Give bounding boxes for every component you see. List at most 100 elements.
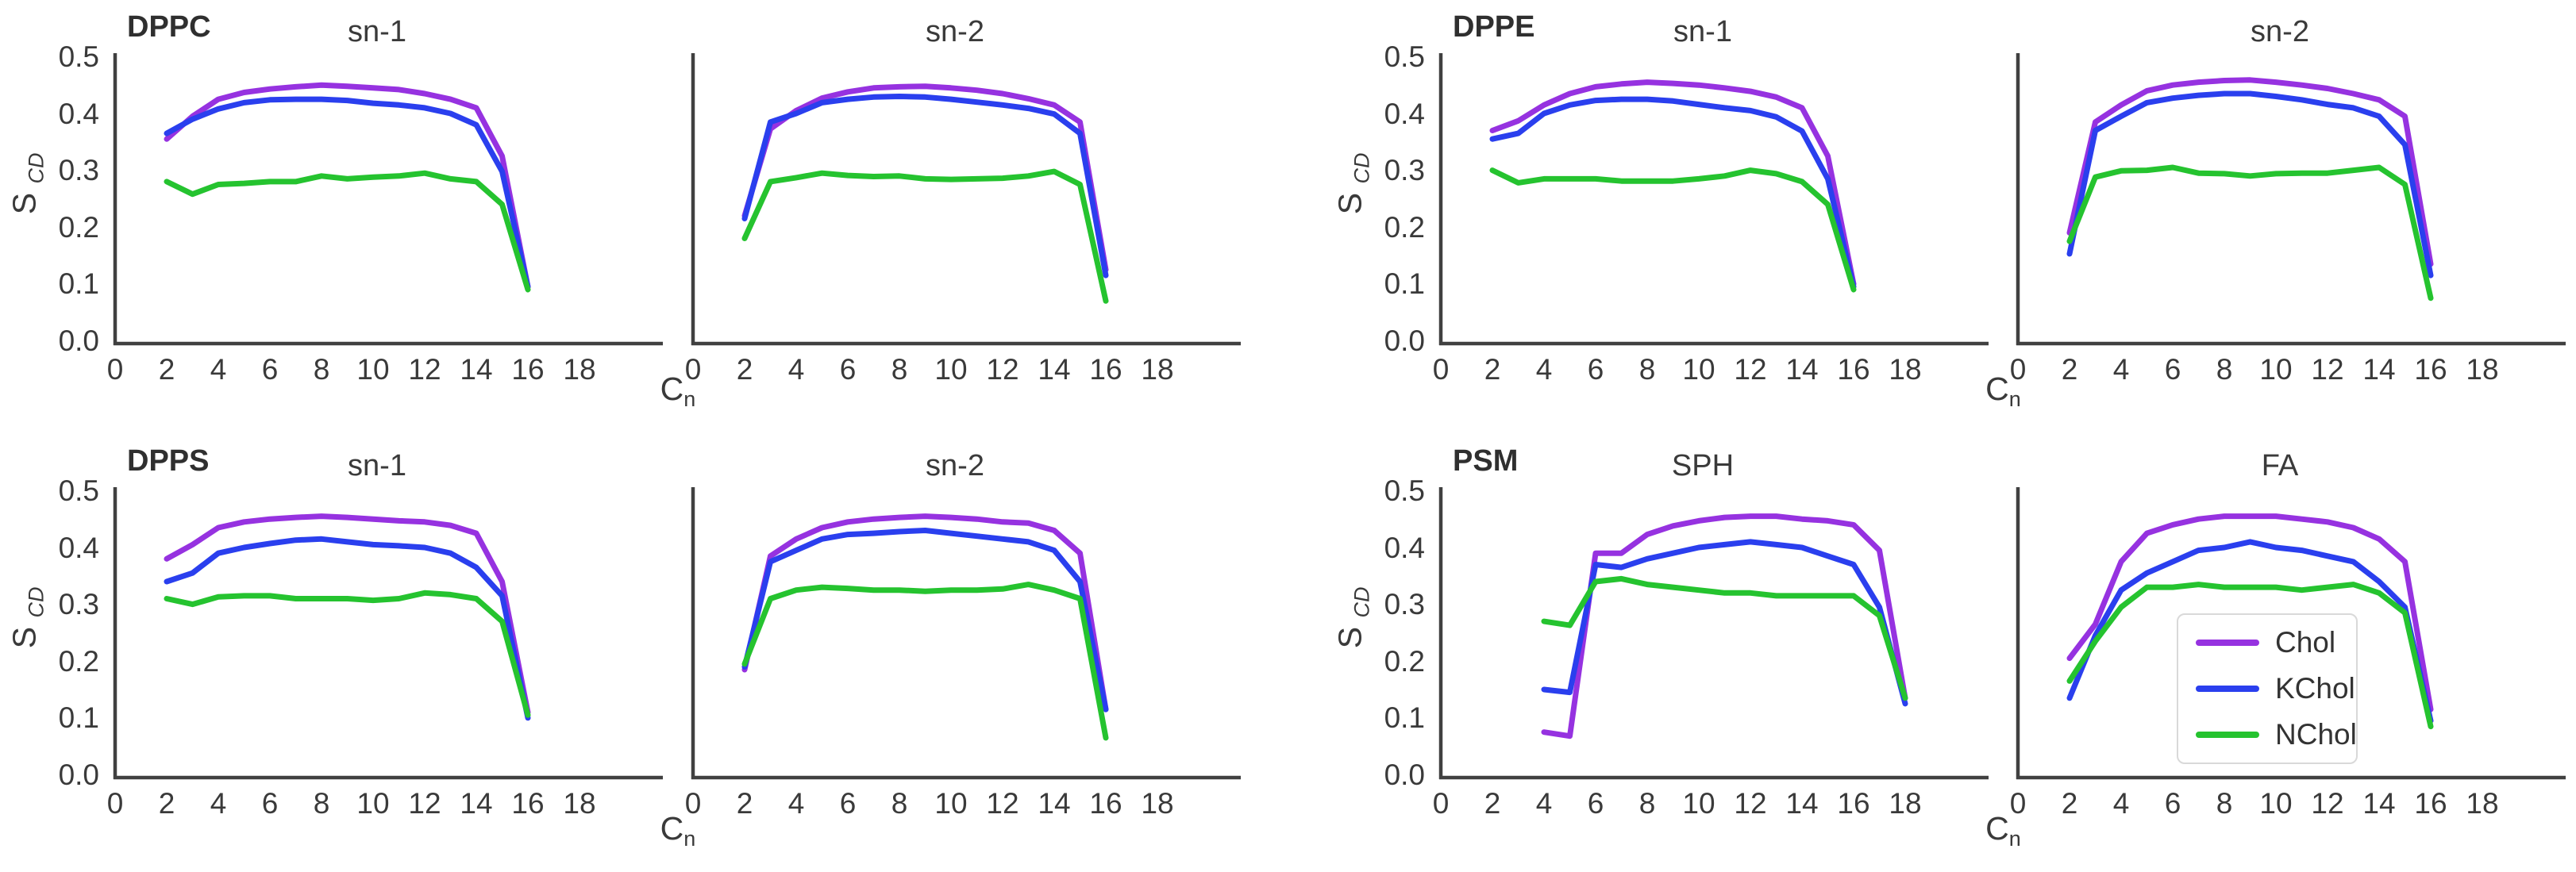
x-tick-label-dppe-sn-2: 2 bbox=[2061, 353, 2078, 386]
x-axis-label-dpps: Cn bbox=[660, 810, 696, 851]
x-tick-label-psm-fa: 6 bbox=[2164, 787, 2181, 820]
y-tick-label-dppc-sn-1: 0.0 bbox=[58, 325, 99, 357]
y-tick-label-psm-sph: 0.3 bbox=[1384, 588, 1425, 621]
series-line-kchol-dpps-sn-1 bbox=[164, 536, 531, 721]
y-axis-label-dppc: S CD bbox=[6, 152, 48, 215]
x-tick-label-dppe-sn-1: 2 bbox=[1484, 353, 1501, 386]
panel-title-dpps-sn-1: sn-1 bbox=[348, 449, 406, 482]
series-line-kchol-psm-fa bbox=[2066, 539, 2434, 724]
x-tick-label-dppc-sn-1: 0 bbox=[106, 353, 124, 386]
x-tick-label-dppe-sn-1: 14 bbox=[1785, 353, 1819, 386]
legend-swatch-chol bbox=[2196, 640, 2259, 646]
x-tick-label-dppe-sn-1: 0 bbox=[1432, 353, 1450, 386]
series-line-nchol-dpps-sn-1 bbox=[164, 590, 531, 718]
x-axis-label-dppe: Cn bbox=[1985, 371, 2021, 411]
x-tick-label-dpps-sn-1: 18 bbox=[563, 787, 596, 820]
x-tick-label-psm-sph: 6 bbox=[1587, 787, 1604, 820]
y-tick-label-dppe-sn-1: 0.0 bbox=[1384, 325, 1425, 357]
legend-box: Chol KChol NChol bbox=[2177, 613, 2358, 764]
x-tick-label-psm-fa: 12 bbox=[2311, 787, 2344, 820]
x-tick-label-psm-sph: 8 bbox=[1638, 787, 1656, 820]
y-axis-label-subscript: CD bbox=[24, 586, 48, 618]
x-tick-label-dpps-sn-1: 6 bbox=[261, 787, 279, 820]
y-tick-label-dppc-sn-1: 0.3 bbox=[58, 154, 99, 187]
y-tick-label-dpps-sn-1: 0.2 bbox=[58, 644, 99, 678]
x-tick-label-dppe-sn-2: 16 bbox=[2414, 353, 2447, 386]
x-tick-label-psm-fa: 16 bbox=[2414, 787, 2447, 820]
x-axis-label-subscript: n bbox=[683, 827, 696, 851]
y-tick-label-dpps-sn-1: 0.1 bbox=[58, 701, 99, 735]
x-tick-label-dpps-sn-2: 4 bbox=[787, 787, 805, 820]
series-line-nchol-psm-sph bbox=[1541, 575, 1908, 701]
y-axis-label-dppe: S CD bbox=[1331, 152, 1374, 215]
x-tick-label-dpps-sn-1: 14 bbox=[460, 787, 493, 820]
series-line-chol-psm-sph bbox=[1541, 513, 1908, 739]
y-tick-label-psm-sph: 0.5 bbox=[1384, 474, 1425, 507]
legend-label-kchol: KChol bbox=[2275, 672, 2355, 705]
series-line-kchol-dppc-sn-2 bbox=[741, 94, 1109, 279]
x-tick-label-dpps-sn-1: 10 bbox=[356, 787, 390, 820]
y-tick-label-dppc-sn-1: 0.5 bbox=[58, 40, 99, 73]
panel-title-psm-sph: SPH bbox=[1671, 449, 1735, 482]
y-tick-label-dppe-sn-1: 0.5 bbox=[1384, 40, 1425, 73]
x-tick-label-psm-fa: 2 bbox=[2061, 787, 2078, 820]
x-tick-label-dpps-sn-2: 0 bbox=[684, 787, 702, 820]
x-tick-label-psm-sph: 4 bbox=[1535, 787, 1553, 820]
y-axis-label-subscript: CD bbox=[1350, 586, 1374, 618]
y-axis-label-psm: S CD bbox=[1331, 586, 1374, 649]
x-tick-label-dpps-sn-1: 16 bbox=[511, 787, 545, 820]
x-tick-label-psm-sph: 14 bbox=[1785, 787, 1819, 820]
series-line-nchol-dppc-sn-2 bbox=[741, 168, 1109, 304]
y-tick-label-dppe-sn-1: 0.1 bbox=[1384, 267, 1425, 301]
series-line-chol-dppc-sn-2 bbox=[741, 83, 1109, 273]
x-tick-label-dpps-sn-1: 0 bbox=[106, 787, 124, 820]
x-tick-label-psm-sph: 12 bbox=[1734, 787, 1767, 820]
x-tick-label-psm-sph: 16 bbox=[1837, 787, 1870, 820]
panel-title-dpps-sn-2: sn-2 bbox=[926, 449, 984, 482]
x-tick-label-psm-sph: 2 bbox=[1484, 787, 1501, 820]
x-tick-label-dpps-sn-1: 4 bbox=[210, 787, 227, 820]
x-tick-label-dpps-sn-2: 16 bbox=[1089, 787, 1122, 820]
y-tick-label-psm-sph: 0.2 bbox=[1384, 644, 1425, 678]
y-tick-label-dppe-sn-1: 0.4 bbox=[1384, 97, 1425, 130]
series-line-chol-dpps-sn-1 bbox=[164, 513, 531, 716]
x-tick-label-dpps-sn-2: 18 bbox=[1141, 787, 1174, 820]
x-tick-label-dppe-sn-1: 18 bbox=[1889, 353, 1922, 386]
legend-swatch-kchol bbox=[2196, 686, 2259, 692]
y-tick-label-dppc-sn-1: 0.2 bbox=[58, 210, 99, 244]
y-tick-label-dppc-sn-1: 0.1 bbox=[58, 267, 99, 301]
x-tick-label-dppc-sn-2: 18 bbox=[1141, 353, 1174, 386]
x-tick-label-dppc-sn-1: 8 bbox=[313, 353, 330, 386]
x-tick-label-dppe-sn-2: 18 bbox=[2466, 353, 2499, 386]
x-tick-label-dppc-sn-2: 2 bbox=[736, 353, 753, 386]
x-tick-label-dppe-sn-2: 14 bbox=[2362, 353, 2396, 386]
x-tick-label-dpps-sn-1: 12 bbox=[408, 787, 441, 820]
y-tick-label-psm-sph: 0.4 bbox=[1384, 531, 1425, 564]
x-tick-label-psm-fa: 4 bbox=[2112, 787, 2130, 820]
legend-label-chol: Chol bbox=[2275, 626, 2336, 659]
series-line-kchol-dppc-sn-1 bbox=[164, 96, 531, 290]
series-line-nchol-dpps-sn-2 bbox=[741, 582, 1109, 741]
x-tick-label-dppe-sn-1: 8 bbox=[1638, 353, 1656, 386]
series-line-nchol-dppc-sn-1 bbox=[164, 170, 531, 293]
x-tick-label-psm-fa: 8 bbox=[2216, 787, 2233, 820]
legend-entry-nchol: NChol bbox=[2196, 718, 2357, 751]
legend-entry-chol: Chol bbox=[2196, 626, 2356, 659]
series-line-nchol-dppe-sn-1 bbox=[1489, 167, 1857, 293]
y-tick-label-dpps-sn-1: 0.0 bbox=[58, 759, 99, 791]
series-line-nchol-dppe-sn-2 bbox=[2066, 164, 2434, 302]
x-axis-label-dppc: Cn bbox=[660, 371, 696, 411]
series-line-chol-dpps-sn-2 bbox=[741, 513, 1109, 713]
y-tick-label-dpps-sn-1: 0.4 bbox=[58, 531, 99, 564]
x-tick-label-dpps-sn-2: 12 bbox=[986, 787, 1019, 820]
x-tick-label-dppc-sn-1: 12 bbox=[408, 353, 441, 386]
x-tick-label-dppc-sn-1: 16 bbox=[511, 353, 545, 386]
legend-swatch-nchol bbox=[2196, 732, 2259, 738]
x-tick-label-dppe-sn-2: 0 bbox=[2009, 353, 2027, 386]
panel-title-dppe-sn-1: sn-1 bbox=[1673, 15, 1732, 48]
x-tick-label-dppc-sn-2: 0 bbox=[684, 353, 702, 386]
group-title-dppe: DPPE bbox=[1453, 10, 1535, 44]
x-tick-label-psm-fa: 0 bbox=[2009, 787, 2027, 820]
x-tick-label-dppe-sn-2: 4 bbox=[2112, 353, 2130, 386]
